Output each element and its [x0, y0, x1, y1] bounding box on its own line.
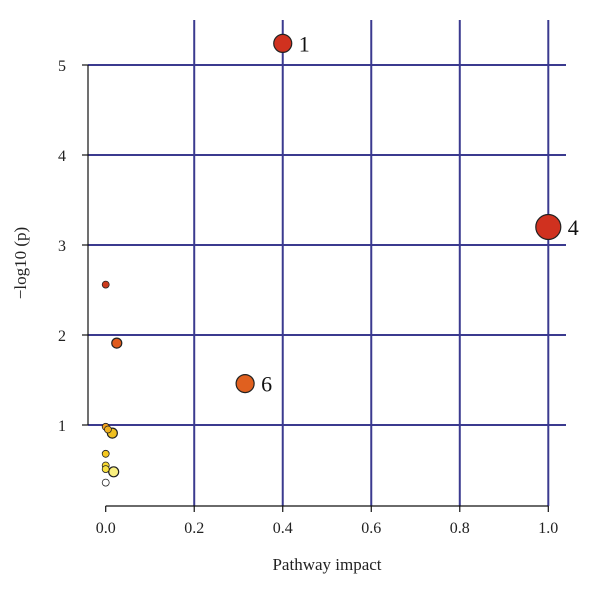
x-tick-label: 0.4 — [273, 520, 293, 537]
data-point — [111, 337, 123, 349]
data-point — [535, 213, 562, 241]
data-point — [235, 374, 255, 394]
data-points — [101, 33, 562, 487]
y-tick-label: 2 — [58, 328, 66, 345]
data-point — [101, 449, 110, 458]
data-point-label: 6 — [261, 372, 272, 397]
x-tick-label: 1.0 — [538, 520, 558, 537]
x-axis-title: Pathway impact — [272, 555, 381, 574]
data-point-label: 4 — [568, 215, 579, 240]
data-point — [273, 33, 293, 54]
x-tick-label: 0.8 — [450, 520, 470, 537]
grid-lines — [88, 20, 566, 506]
y-tick-label: 3 — [58, 238, 66, 255]
y-axis-title: −log10 (p) — [11, 227, 30, 299]
point-labels: 4 1 6 — [261, 31, 579, 396]
data-point — [101, 465, 110, 474]
data-point-label: 1 — [299, 31, 310, 56]
data-point — [104, 425, 112, 434]
x-tick-label: 0.2 — [184, 520, 204, 537]
y-tick-label: 1 — [58, 418, 66, 435]
axes — [87, 65, 549, 507]
y-tick-label: 5 — [58, 58, 66, 75]
y-tick-label: 4 — [58, 148, 66, 165]
x-tick-label: 0.6 — [361, 520, 381, 537]
data-point — [108, 466, 120, 478]
tick-labels: 0.0 0.2 0.4 0.6 0.8 1.0 1 2 3 4 5 — [58, 58, 558, 537]
data-point — [101, 280, 110, 289]
data-point — [101, 478, 110, 487]
x-tick-label: 0.0 — [96, 520, 116, 537]
